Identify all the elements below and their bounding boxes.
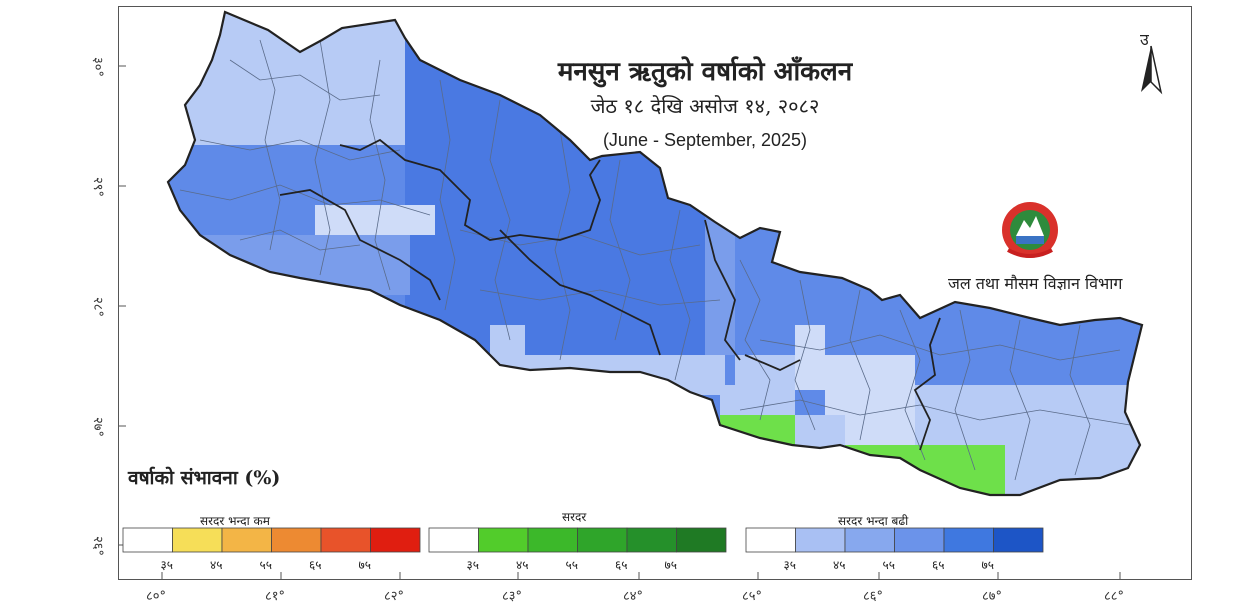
legend-swatch-2-5 (993, 527, 1044, 553)
grid-light-e4 (795, 415, 845, 450)
lon-label-82: ८२° (384, 589, 405, 604)
legend-tick-0-1: ४५ (210, 558, 223, 572)
legend-swatch-2-3 (894, 527, 945, 553)
legend-tick-2-3: ६५ (932, 558, 945, 572)
department-name: जल तथा मौसम विज्ञान विभाग (948, 274, 1123, 293)
map-title: मनसुन ऋतुको वर्षाको आँकलन (557, 57, 853, 87)
district-boundaries (179, 39, 1131, 481)
grid-pale-west (315, 205, 435, 235)
lat-label-27: २७° (90, 416, 105, 438)
legend-tick-2-2: ५५ (882, 558, 895, 572)
legend-group-label-below: सरदर भन्दा कम (200, 514, 270, 528)
legend-swatch-2-4 (943, 527, 994, 553)
lon-label-83: ८३° (502, 589, 523, 604)
grid-pale-e1 (795, 325, 825, 390)
legend-tick-0-2: ५५ (259, 558, 272, 572)
legend-swatch-0-4 (320, 527, 371, 553)
grid-light-c2 (525, 355, 725, 395)
lon-label-80: ८०° (146, 589, 167, 604)
grid-blue-east (915, 300, 1125, 385)
legend-swatch-0-3 (271, 527, 322, 553)
legend-swatch-2-2 (844, 527, 895, 553)
grid-light-e1 (735, 355, 795, 385)
lon-label-85: ८५° (742, 589, 763, 604)
legend-swatch-2-1 (795, 527, 846, 553)
grid-light-nw (168, 12, 405, 145)
legend-tick-2-4: ७५ (981, 558, 994, 572)
legend-tick-0-0: ३५ (160, 558, 173, 572)
legend-boxes (122, 527, 1044, 553)
legend-swatch-0-5 (370, 527, 421, 553)
grid-light-e3 (720, 385, 795, 415)
lon-label-81: ८१° (265, 589, 286, 604)
lat-ticks (118, 65, 126, 546)
legend-swatch-1-5 (676, 527, 727, 553)
legend-title: वर्षाको संभावना (%) (128, 467, 281, 489)
legend-swatch-2-0 (745, 527, 796, 553)
lat-label-30: ३०° (90, 56, 105, 78)
legend-swatch-1-3 (577, 527, 628, 553)
legend-tick-1-1: ४५ (516, 558, 529, 572)
map-subtitle-english: (June - September, 2025) (602, 130, 808, 150)
grid-blue-west (168, 235, 410, 295)
north-label: उ (1140, 30, 1149, 49)
lat-label-29: २९° (90, 176, 105, 198)
legend-tick-2-1: ४५ (833, 558, 846, 572)
legend-group-label-above: सरदर भन्दा बढी (838, 514, 909, 528)
nepal-emblem (1002, 202, 1058, 258)
legend-swatch-1-4 (626, 527, 677, 553)
legend-swatch-1-0 (428, 527, 479, 553)
legend-tick-1-2: ५५ (565, 558, 578, 572)
legend-swatch-1-1 (478, 527, 529, 553)
grid-green-1 (720, 415, 795, 465)
legend-tick-2-0: ३५ (783, 558, 796, 572)
legend-swatch-1-2 (527, 527, 578, 553)
legend-swatch-0-2 (221, 527, 272, 553)
lon-label-87: ८७° (982, 589, 1003, 604)
legend-tick-1-4: ७५ (664, 558, 677, 572)
lat-label-28: २८° (90, 296, 105, 318)
lon-label-88: ८८° (1104, 589, 1125, 604)
legend-tick-1-3: ६५ (615, 558, 628, 572)
legend-tick-0-3: ६५ (309, 558, 322, 572)
north-arrow (1141, 45, 1163, 95)
map-subtitle-nepali: जेठ १८ देखि असोज १४, २०८२ (590, 94, 820, 118)
province-boundaries (166, 10, 1144, 497)
lon-ticks (161, 572, 1121, 580)
legend-swatch-0-0 (122, 527, 173, 553)
legend-tick-1-0: ३५ (466, 558, 479, 572)
lon-label-84: ८४° (623, 589, 644, 604)
legend-swatch-0-1 (172, 527, 223, 553)
lat-label-26: २६° (90, 535, 105, 557)
legend-tick-0-4: ७५ (358, 558, 371, 572)
lon-label-86: ८६° (863, 589, 884, 604)
legend-group-label-normal: सरदर (562, 510, 587, 524)
